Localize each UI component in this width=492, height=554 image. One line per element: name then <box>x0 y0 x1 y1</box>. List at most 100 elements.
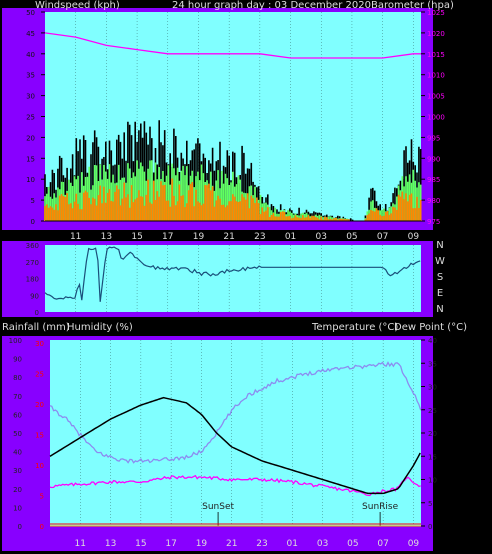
humidity-y-tick-label: 0 <box>18 523 22 531</box>
wind-x-tick-label: 09 <box>408 232 420 242</box>
temperature-x-tick-label: 17 <box>165 539 176 549</box>
wind-x-tick-label: 07 <box>377 232 388 242</box>
wind-x-tick-label: 01 <box>285 232 296 242</box>
direction-y-tick-label: 0 <box>35 309 39 317</box>
temperature-x-tick-label: 21 <box>226 539 237 549</box>
barometer-y-tick-label: 980 <box>427 197 440 205</box>
humidity-y-tick-label: 50 <box>13 430 22 438</box>
temperature-y-tick-label: 25 <box>428 407 437 415</box>
barometer-y-tick-label: 1020 <box>427 30 445 38</box>
dew-point-line <box>49 474 421 497</box>
wind-x-tick-label: 15 <box>131 232 142 242</box>
sun-marker-label: SunSet <box>202 502 234 512</box>
rainfall-y-tick-label: 30 <box>35 340 44 348</box>
temperature-x-tick-label: 09 <box>408 539 420 549</box>
wind-x-tick-label: 03 <box>316 232 327 242</box>
wind-barometer-chart: 11 13 15 17 19 21 23 01 03 05 07 090510152025303540… <box>26 9 445 242</box>
humidity-y-tick-label: 30 <box>13 467 22 475</box>
temperature-y-tick-label: 20 <box>428 430 437 438</box>
humidity-y-tick-label: 90 <box>13 356 22 364</box>
rainfall-y-tick-label: 20 <box>35 401 44 409</box>
header-bar: Windspeed (kph) 24 hour graph day : 03 D… <box>35 0 454 11</box>
wind-x-tick-label: 05 <box>346 232 357 242</box>
rainfall-y-tick-label: 15 <box>35 432 44 440</box>
wind-x-tick-label: 17 <box>162 232 173 242</box>
wind-y-tick-label: 5 <box>31 197 35 205</box>
wind-y-tick-label: 40 <box>26 51 35 59</box>
temperature-x-tick-label: 07 <box>377 539 388 549</box>
windspeed-axis-title: Windspeed (kph) <box>35 0 120 11</box>
wind-x-tick-label: 19 <box>193 232 205 242</box>
humidity-y-tick-label: 100 <box>9 337 22 345</box>
wind-direction-line <box>44 246 421 302</box>
barometer-y-tick-label: 1005 <box>427 93 445 101</box>
temperature-x-tick-label: 01 <box>287 539 298 549</box>
barometer-axis-title: Barometer (hpa) <box>371 0 454 11</box>
temperature-x-tick-label: 15 <box>135 539 146 549</box>
wind-y-tick-label: 0 <box>31 218 35 226</box>
rainfall-axis-title: Rainfall (mm) <box>2 322 70 333</box>
wind-y-tick-label: 30 <box>26 93 35 101</box>
direction-plot-area <box>45 245 421 312</box>
compass-label-s: S <box>437 272 443 283</box>
direction-y-tick-label: 360 <box>26 242 39 250</box>
temperature-y-tick-label: 35 <box>428 360 437 368</box>
wind-x-tick-label: 11 <box>70 232 81 242</box>
wind-y-tick-label: 20 <box>26 134 35 142</box>
temperature-x-tick-label: 03 <box>317 539 328 549</box>
wind-y-tick-label: 45 <box>26 30 35 38</box>
rainfall-y-tick-label: 25 <box>35 371 44 379</box>
humidity-y-tick-label: 40 <box>13 449 22 457</box>
barometer-y-tick-label: 995 <box>427 134 440 142</box>
wind-average-series <box>44 178 422 221</box>
barometer-y-tick-label: 1000 <box>427 114 445 122</box>
temperature-plot-area <box>50 340 421 526</box>
barometer-y-tick-label: 990 <box>427 155 440 163</box>
temperature-y-tick-label: 0 <box>428 523 432 531</box>
barometer-y-tick-label: 1010 <box>427 72 445 80</box>
barometer-line <box>44 32 421 59</box>
temperature-y-tick-label: 10 <box>428 477 437 485</box>
rainfall-y-tick-label: 0 <box>40 523 44 531</box>
wind-y-tick-label: 15 <box>26 155 35 163</box>
temperature-x-tick-label: 19 <box>196 539 208 549</box>
temperature-x-tick-label: 13 <box>105 539 116 549</box>
wind-y-tick-label: 25 <box>26 114 35 122</box>
temperature-x-tick-label: 05 <box>347 539 358 549</box>
barometer-y-tick-label: 1015 <box>427 51 445 59</box>
dewpoint-axis-title: Dew Point (°C) <box>394 322 467 333</box>
temperature-y-tick-label: 30 <box>428 384 437 392</box>
humidity-axis-title: Humidity (%) <box>67 322 133 333</box>
wind-y-tick-label: 50 <box>26 9 35 17</box>
humidity-y-tick-label: 20 <box>13 486 22 494</box>
barometer-y-tick-label: 1025 <box>427 9 445 17</box>
humidity-y-tick-label: 60 <box>13 411 22 419</box>
wind-x-tick-label: 21 <box>223 232 234 242</box>
temperature-axis-title: Temperature (°C) <box>311 322 398 333</box>
wind-y-tick-label: 35 <box>26 72 35 80</box>
temperature-y-tick-label: 15 <box>428 453 437 461</box>
humidity-y-tick-label: 80 <box>13 374 22 382</box>
compass-label-e: E <box>437 288 443 299</box>
compass-label-n: N <box>436 304 443 315</box>
sun-marker-label: SunRise <box>362 502 399 512</box>
wind-x-tick-label: 13 <box>101 232 112 242</box>
humidity-line <box>49 361 422 464</box>
temperature-y-tick-label: 5 <box>428 500 432 508</box>
temperature-line <box>49 396 421 495</box>
direction-y-tick-label: 90 <box>30 292 39 300</box>
wind-average-spikes <box>44 178 422 221</box>
direction-y-tick-label: 180 <box>26 276 39 284</box>
temperature-y-tick-label: 40 <box>428 337 437 345</box>
wind-x-tick-label: 23 <box>254 232 265 242</box>
temperature-humidity-chart: 11 13 15 17 19 21 23 01 03 05 07 090102030405060708… <box>9 337 437 549</box>
temperature-header: Rainfall (mm) Humidity (%) Temperature (… <box>2 322 467 333</box>
humidity-y-tick-label: 10 <box>13 504 22 512</box>
rainfall-y-tick-label: 5 <box>40 493 44 501</box>
temperature-x-tick-label: 23 <box>256 539 267 549</box>
humidity-y-tick-label: 70 <box>13 393 22 401</box>
wind-y-tick-label: 10 <box>26 176 35 184</box>
barometer-y-tick-label: 985 <box>427 176 440 184</box>
